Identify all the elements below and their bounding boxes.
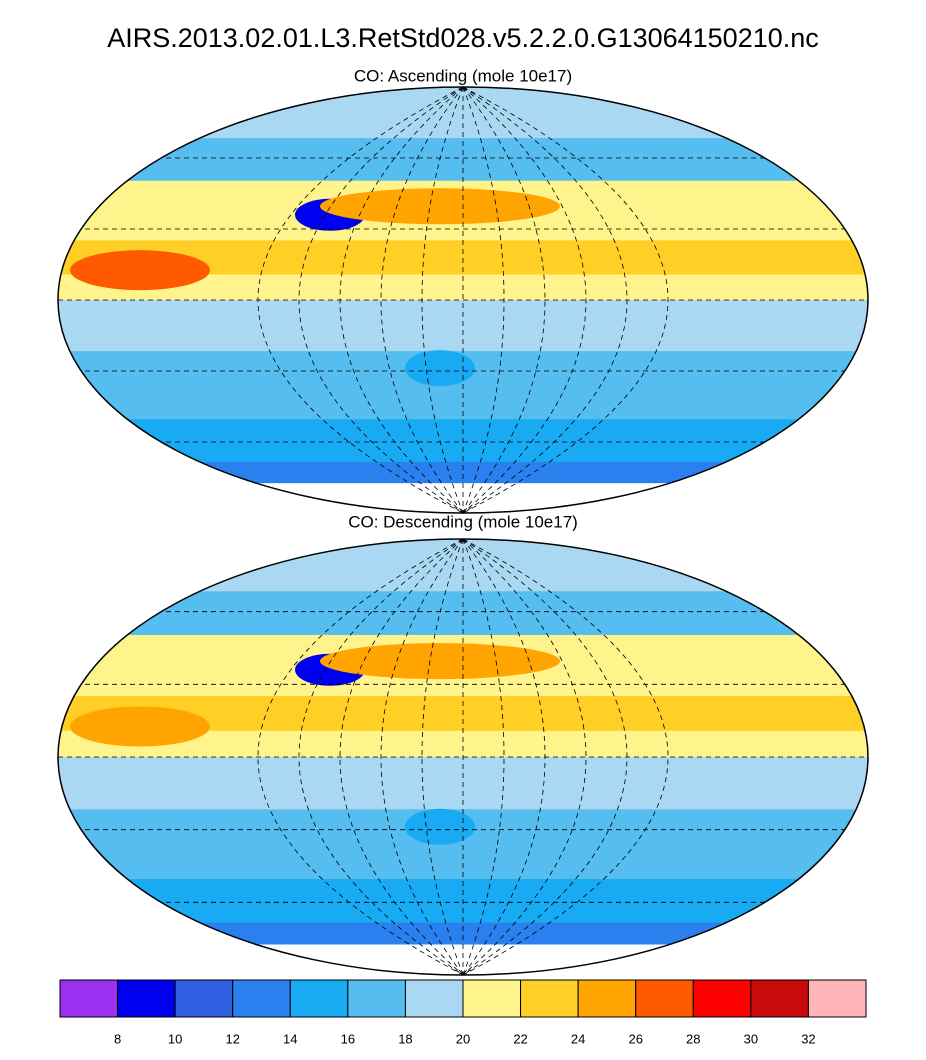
map-feature: [320, 643, 560, 680]
map: [58, 87, 868, 513]
colorbar-box: [232, 979, 291, 1018]
map-feature: [70, 250, 210, 291]
graticule: [298, 87, 464, 513]
colorbar-label: 32: [801, 1031, 815, 1046]
map-feature: [405, 350, 475, 387]
map-band: [58, 87, 868, 140]
colorbar-label: 26: [628, 1031, 642, 1046]
graticule: [257, 87, 464, 513]
graticule: [462, 539, 628, 975]
colorbar-box: [174, 979, 234, 1018]
colorbar-box: [462, 979, 522, 1018]
colorbar-box: [347, 979, 406, 1018]
colorbar-label: 8: [114, 1031, 121, 1046]
graticule: [462, 87, 505, 513]
colorbar-box: [807, 979, 867, 1018]
map: [58, 539, 868, 975]
colorbar-box: [289, 979, 349, 1018]
map-feature: [405, 808, 475, 845]
colorbar-box: [750, 979, 809, 1018]
graticule: [462, 87, 669, 513]
panel-subtitle: CO: Descending (mole 10e17): [348, 512, 578, 531]
graticule: [339, 539, 464, 975]
colorbar-label: 20: [456, 1031, 470, 1046]
graticule: [421, 87, 464, 513]
map-band: [58, 922, 868, 946]
map-band: [58, 461, 868, 485]
colorbar-label: 12: [225, 1031, 239, 1046]
graticule: [462, 87, 628, 513]
colorbar-box: [520, 979, 579, 1018]
colorbar-box: [692, 979, 752, 1018]
colorbar-label: 14: [283, 1031, 297, 1046]
map-border: [57, 86, 869, 514]
colorbar-label: 16: [341, 1031, 355, 1046]
graticule: [257, 539, 464, 975]
colorbar-label: 10: [168, 1031, 182, 1046]
graticule: [462, 539, 587, 975]
colorbar-box: [404, 979, 464, 1018]
colorbar-label: 30: [744, 1031, 758, 1046]
map-feature: [70, 706, 210, 747]
colorbar-box: [577, 979, 637, 1018]
colorbar-label: 28: [686, 1031, 700, 1046]
graticule: [298, 539, 464, 975]
colorbar-box: [59, 979, 119, 1018]
title: AIRS.2013.02.01.L3.RetStd028.v5.2.2.0.G1…: [107, 23, 819, 53]
panel-subtitle: CO: Ascending (mole 10e17): [354, 66, 572, 85]
graticule: [462, 87, 587, 513]
colorbar-label: 18: [398, 1031, 412, 1046]
colorbar: 8 10 12 14 16 18 20 22 24 26 28 30 32: [59, 979, 867, 1046]
colorbar-box: [117, 979, 176, 1018]
map-border: [57, 538, 869, 976]
colorbar-label: 22: [513, 1031, 527, 1046]
graticule: [462, 539, 546, 975]
map-feature: [320, 188, 560, 225]
colorbar-box: [635, 979, 694, 1018]
colorbar-label: 24: [571, 1031, 585, 1046]
graticule: [462, 539, 669, 975]
graticule: [339, 87, 464, 513]
graticule: [380, 539, 464, 975]
